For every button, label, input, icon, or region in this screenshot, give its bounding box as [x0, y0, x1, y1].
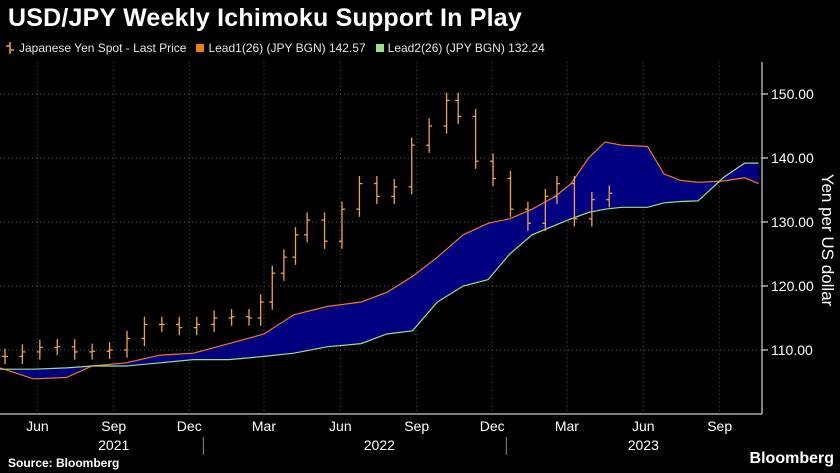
cloud-fill	[0, 142, 759, 379]
axes: 110.00 120.00 130.00 140.00 150.00 Jun Sep Dec M…	[0, 62, 814, 455]
price-bar	[193, 316, 200, 336]
bloomberg-logo: Bloomberg	[749, 450, 834, 467]
price-bar	[246, 309, 253, 326]
legend-label-spot: Japanese Yen Spot - Last Price	[19, 41, 187, 55]
price-bar	[280, 249, 287, 281]
legend: Japanese Yen Spot - Last Price Lead1(26)…	[6, 41, 545, 55]
price-bar	[36, 339, 43, 360]
price-bars	[1, 92, 613, 365]
price-bar	[19, 344, 26, 365]
legend-item-lead1: Lead1(26) (JPY BGN) 142.57	[196, 41, 366, 55]
legend-item-lead2: Lead2(26) (JPY BGN) 132.24	[375, 41, 545, 55]
grid-lines	[0, 62, 762, 414]
price-bar	[373, 175, 380, 205]
price-bar	[71, 339, 78, 360]
x-tick-label: Jun	[632, 418, 655, 434]
price-bar	[54, 339, 61, 356]
x-tick-label: Sep	[707, 418, 732, 434]
price-bar	[391, 179, 398, 205]
x-tick-label: Mar	[252, 418, 276, 434]
price-bar	[472, 108, 479, 169]
price-bar	[490, 153, 497, 187]
price-bar	[141, 316, 148, 347]
y-tick-label: 140.00	[771, 150, 814, 166]
price-bar	[588, 191, 595, 227]
legend-swatch-lead1	[196, 44, 205, 52]
price-bar	[124, 330, 130, 358]
year-label: 2021	[98, 437, 129, 453]
chart-title: USD/JPY Weekly Ichimoku Support In Play	[8, 4, 522, 32]
lead1-line	[0, 141, 759, 380]
price-bar	[356, 175, 363, 217]
y-axis-label: Yen per US dollar	[818, 174, 837, 307]
price-bar	[455, 92, 462, 125]
lead-lines	[0, 141, 759, 380]
price-bar	[408, 137, 415, 195]
x-tick-label: Jun	[26, 418, 49, 434]
x-tick-label: Mar	[555, 418, 579, 434]
bar-icon	[6, 42, 14, 54]
price-bar	[211, 310, 218, 333]
x-tick-label: Sep	[404, 418, 429, 434]
source-note: Source: Bloomberg	[8, 456, 120, 470]
ichimoku-cloud	[0, 142, 759, 379]
legend-item-spot: Japanese Yen Spot - Last Price	[6, 41, 186, 55]
price-bar	[1, 348, 8, 365]
price-bar	[106, 342, 113, 359]
y-tick-label: 150.00	[771, 86, 814, 102]
price-bar	[524, 201, 531, 231]
price-bar	[553, 175, 560, 205]
price-bar	[507, 170, 514, 217]
price-bar	[571, 175, 578, 227]
price-bar	[269, 265, 276, 310]
x-tick-label: Dec	[177, 418, 202, 434]
legend-swatch-lead2	[375, 44, 384, 52]
price-bar	[257, 294, 264, 326]
y-tick-label: 110.00	[771, 342, 813, 358]
price-bar	[606, 185, 613, 208]
x-tick-label: Sep	[101, 418, 126, 434]
price-bar	[542, 188, 549, 231]
lead2-line	[0, 162, 759, 370]
price-bar	[304, 212, 311, 243]
price-bar	[426, 118, 433, 153]
price-bar	[89, 343, 96, 360]
year-label: 2022	[364, 437, 395, 453]
price-bar	[158, 316, 165, 333]
price-bar	[321, 212, 328, 249]
year-label: 2023	[628, 437, 659, 453]
price-bar	[292, 227, 299, 265]
price-bar	[228, 309, 235, 326]
price-bar	[176, 316, 183, 336]
price-bar	[338, 201, 345, 249]
x-tick-label: Jun	[329, 418, 352, 434]
price-bar	[443, 92, 450, 134]
x-tick-label: Dec	[480, 418, 505, 434]
legend-label-lead1: Lead1(26) (JPY BGN) 142.57	[208, 41, 366, 55]
y-tick-label: 120.00	[771, 278, 814, 294]
legend-label-lead2: Lead2(26) (JPY BGN) 132.24	[387, 41, 545, 55]
y-tick-label: 130.00	[771, 214, 814, 230]
